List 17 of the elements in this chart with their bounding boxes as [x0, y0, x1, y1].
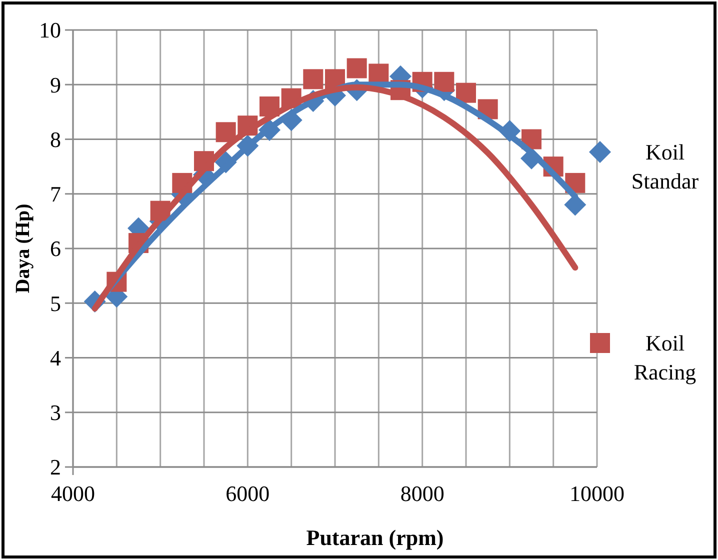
- x-tick-label: 6000: [226, 481, 270, 506]
- legend-label: Koil Racing: [634, 330, 696, 384]
- y-tick-label: 4: [50, 345, 61, 370]
- y-tick-label: 10: [39, 18, 61, 43]
- x-tick-label: 10000: [570, 481, 624, 506]
- y-axis-title: Daya (Hp): [12, 204, 34, 294]
- y-tick-label: 6: [50, 236, 61, 262]
- y-tick-label: 8: [50, 126, 61, 152]
- y-tick-label: 3: [50, 400, 61, 426]
- x-tick-label: 4000: [51, 481, 95, 506]
- x-tick-label: 8000: [400, 481, 444, 506]
- legend-label: Koil Standar: [631, 140, 700, 194]
- y-tick-label: 9: [50, 72, 61, 98]
- x-axis-title: Putaran (rpm): [306, 525, 444, 550]
- y-tick-label: 7: [50, 182, 61, 207]
- y-tick-label: 2: [50, 454, 61, 480]
- y-tick-label: 5: [50, 290, 61, 316]
